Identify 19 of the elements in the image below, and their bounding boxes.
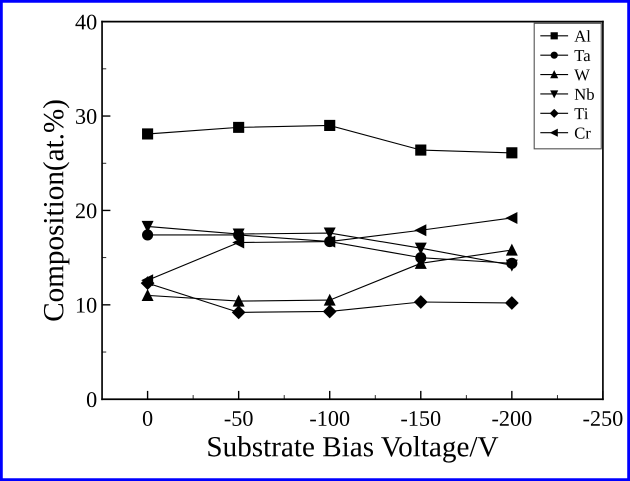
legend-label: Ta xyxy=(574,50,590,62)
y-axis-title: Composition(at.%) xyxy=(42,100,70,321)
y-tick-label: 10 xyxy=(76,298,96,313)
legend-label: W xyxy=(574,69,590,81)
x-tick-label: -50 xyxy=(224,410,253,426)
legend-label: Al xyxy=(574,30,591,42)
x-tick-label: -100 xyxy=(310,410,350,426)
x-tick-label: -250 xyxy=(583,410,622,426)
y-tick-label: 30 xyxy=(76,108,96,124)
y-tick-label: 20 xyxy=(76,203,96,218)
legend-label: Cr xyxy=(574,128,591,139)
y-tick-label: 0 xyxy=(86,392,96,408)
y-tick-label: 40 xyxy=(75,14,96,30)
legend-label: Ti xyxy=(574,108,588,120)
x-tick-label: 0 xyxy=(142,410,152,426)
x-tick-label: -150 xyxy=(401,410,440,426)
x-axis-title: Substrate Bias Voltage/V xyxy=(208,436,498,463)
x-tick-label: -200 xyxy=(492,410,532,426)
legend-label: Nb xyxy=(574,88,594,100)
